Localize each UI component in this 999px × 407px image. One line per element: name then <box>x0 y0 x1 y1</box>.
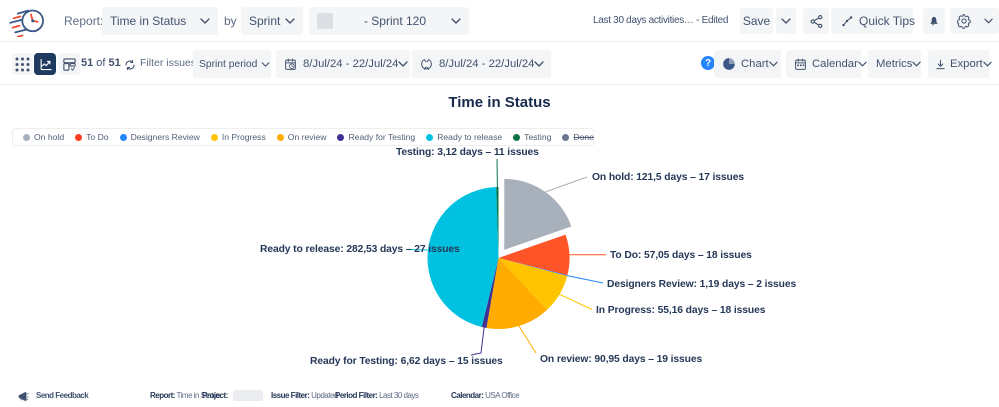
svg-text:To Do: 57,05 days – 18 issues: To Do: 57,05 days – 18 issues <box>610 250 752 261</box>
svg-text:Designers Review: 1,19 days –: Designers Review: 1,19 days – 2 issues <box>607 279 796 290</box>
svg-text:Testing: 3,12 days – 11 issues: Testing: 3,12 days – 11 issues <box>396 147 539 158</box>
svg-text:In Progress: 55,16 days – 18 i: In Progress: 55,16 days – 18 issues <box>596 305 766 316</box>
svg-text:On hold: 121,5 days – 17 issue: On hold: 121,5 days – 17 issues <box>592 172 744 183</box>
svg-text:On review: 90,95 days – 19 iss: On review: 90,95 days – 19 issues <box>540 354 702 365</box>
svg-text:Ready to release: 282,53 days: Ready to release: 282,53 days – 27 issue… <box>260 244 460 255</box>
svg-text:Ready for Testing: 6,62 days –: Ready for Testing: 6,62 days – 15 issues <box>310 356 503 367</box>
